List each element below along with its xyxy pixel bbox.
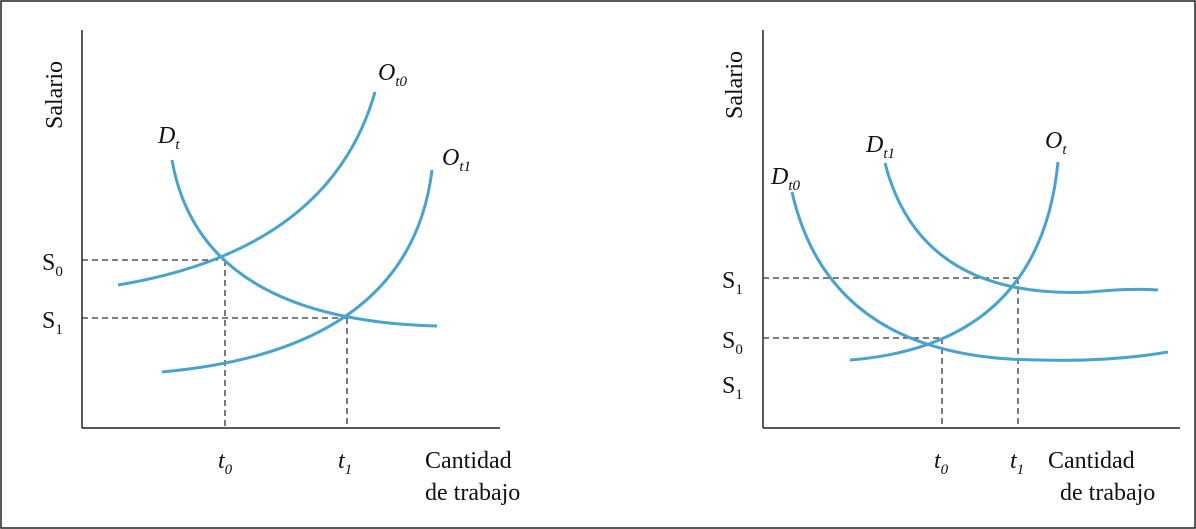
right-panel: Salario Cantidad de trabajo Dt0 Dt1 Ot S… (722, 30, 1180, 506)
label-part: 0 (941, 462, 949, 478)
label-part: D (865, 132, 883, 158)
label-part: t (218, 448, 226, 474)
demand-curve (170, 159, 438, 328)
curve-label: Ot (1045, 128, 1067, 158)
label-part: O (1045, 128, 1062, 154)
x-axis-label: Cantidad (1048, 448, 1135, 474)
y-axis-label: Salario (722, 51, 748, 119)
y-tick-label: S0 (42, 250, 63, 280)
label-part: D (770, 164, 788, 190)
curve-label: Dt1 (865, 132, 895, 162)
label-part: t (1010, 448, 1018, 474)
label-part: S (722, 328, 735, 354)
curve-label: Ot1 (442, 145, 471, 175)
label-part: O (378, 60, 395, 86)
supply-curve (161, 169, 434, 374)
label-part: t1 (459, 159, 471, 175)
y-tick-label: S1 (42, 308, 63, 338)
x-axis-label: de trabajo (425, 480, 520, 506)
label-part: S (42, 308, 55, 334)
label-part: S (42, 250, 55, 276)
label-part: 0 (55, 264, 63, 280)
label-part: D (157, 123, 175, 149)
label-part: 1 (55, 322, 63, 338)
x-tick-label: t1 (1010, 448, 1024, 478)
x-axis-label: Cantidad (425, 448, 512, 474)
x-axis-label: de trabajo (1060, 480, 1155, 506)
label-part: 1 (1017, 462, 1025, 478)
y-tick-label: S0 (722, 328, 743, 358)
left-panel: Salario Cantidad de trabajo Ot0 Dt Ot1 S… (42, 30, 520, 506)
label-part: 1 (735, 282, 743, 298)
label-part: t (934, 448, 942, 474)
curve-label: Ot0 (378, 60, 408, 90)
curve-label: Dt (157, 123, 180, 153)
y-tick-label: S1 (722, 373, 743, 403)
label-part: S (722, 268, 735, 294)
label-part: t (338, 448, 346, 474)
label-part: t (1062, 142, 1067, 158)
y-tick-label: S1 (722, 268, 743, 298)
label-part: O (442, 145, 459, 171)
label-part: t0 (788, 178, 800, 194)
label-part: t (175, 137, 180, 153)
label-part: S (722, 373, 735, 399)
label-part: t1 (883, 146, 895, 162)
label-part: t0 (395, 74, 407, 90)
supply-curve (117, 91, 377, 287)
label-part: 1 (345, 462, 353, 478)
x-tick-label: t1 (338, 448, 352, 478)
label-part: 1 (735, 387, 743, 403)
curve-label: Dt0 (770, 164, 801, 194)
label-part: 0 (735, 342, 743, 358)
x-tick-label: t0 (218, 448, 233, 478)
y-axis-label: Salario (42, 61, 68, 129)
demand-curve (790, 191, 1169, 362)
supply-curve (849, 161, 1060, 362)
label-part: 0 (225, 462, 233, 478)
x-tick-label: t0 (934, 448, 949, 478)
demand-curve (883, 162, 1159, 294)
